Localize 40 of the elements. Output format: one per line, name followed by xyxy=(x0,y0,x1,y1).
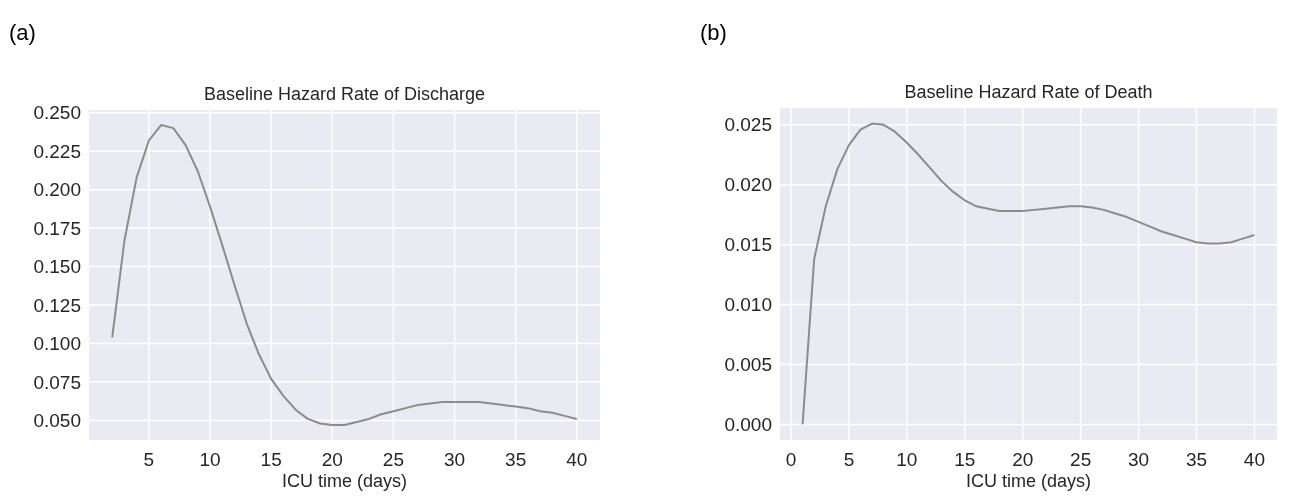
x-tick-label: 10 xyxy=(896,449,918,470)
x-tick-label: 5 xyxy=(843,449,855,470)
text: (b) xyxy=(700,20,727,45)
y-tick-label: 0.175 xyxy=(33,217,81,239)
x-tick-label: 25 xyxy=(382,449,404,470)
y-tick-label: 0.010 xyxy=(724,294,772,316)
y-tick-label: 0.225 xyxy=(33,140,81,162)
line-series xyxy=(801,122,1256,426)
chart-title: Baseline Hazard Rate of Death xyxy=(904,82,1153,102)
x-tick-label: 15 xyxy=(954,449,976,470)
x-tick-label: 30 xyxy=(443,449,466,470)
line-series xyxy=(111,124,578,427)
y-tick-label: 0.100 xyxy=(33,333,81,355)
x-axis-title: ICU time (days) xyxy=(965,471,1092,491)
x-tick-label: 20 xyxy=(1012,449,1034,470)
y-tick-label: 0.020 xyxy=(724,174,772,196)
x-tick-label: 20 xyxy=(321,449,343,470)
x-axis-title: ICU time (days) xyxy=(281,471,408,491)
y-tick-label: 0.000 xyxy=(724,414,772,436)
x-tick-label: 40 xyxy=(1243,449,1265,470)
y-tick-label: 0.125 xyxy=(33,294,81,316)
x-tick-label: 35 xyxy=(505,449,527,470)
y-tick-label: 0.150 xyxy=(33,256,81,278)
y-tick-label: 0.025 xyxy=(724,114,772,136)
x-tick-label: 0 xyxy=(785,449,797,470)
x-tick-label: 35 xyxy=(1185,449,1208,470)
x-tick-label: 40 xyxy=(566,449,588,470)
x-tick-label: 30 xyxy=(1127,449,1150,470)
x-tick-label: 25 xyxy=(1070,449,1092,470)
text: (a) xyxy=(9,20,36,45)
x-tick-label: 10 xyxy=(199,449,221,470)
y-tick-label: 0.075 xyxy=(33,371,81,393)
y-tick-label: 0.005 xyxy=(724,354,772,376)
y-tick-label: 0.250 xyxy=(33,102,81,124)
x-tick-label: 15 xyxy=(260,449,282,470)
x-tick-label: 5 xyxy=(143,449,155,470)
y-tick-label: 0.015 xyxy=(724,234,772,256)
chart-title: Baseline Hazard Rate of Discharge xyxy=(203,84,486,104)
y-tick-label: 0.200 xyxy=(33,179,81,201)
y-tick-label: 0.050 xyxy=(33,410,81,432)
